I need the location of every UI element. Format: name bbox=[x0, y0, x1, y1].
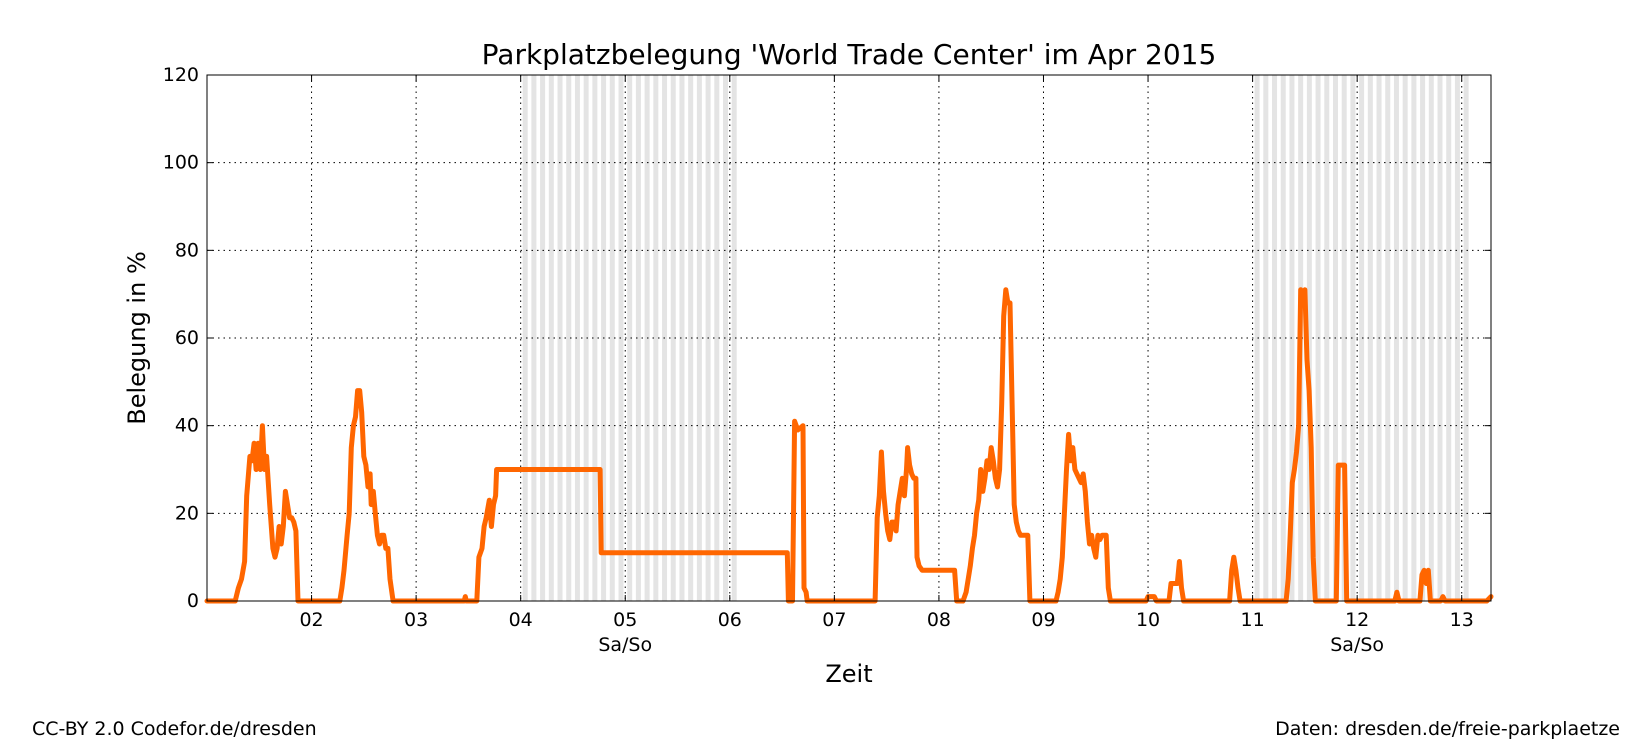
weekend-stripe bbox=[1280, 75, 1286, 601]
chart-title: Parkplatzbelegung 'World Trade Center' i… bbox=[482, 38, 1217, 71]
axis-ticks: 0 20 40 60 80 100 120 02 03 04 05 06 07 08 09 10 11 12 13 S… bbox=[163, 64, 1491, 656]
y-tick-label: 0 bbox=[187, 590, 199, 612]
weekend-stripe bbox=[1454, 75, 1460, 601]
x-tick-label: 04 bbox=[509, 609, 533, 631]
y-tick-label: 80 bbox=[175, 239, 199, 261]
y-tick-label: 100 bbox=[163, 152, 199, 174]
weekend-label: Sa/So bbox=[598, 634, 652, 656]
weekend-stripe bbox=[574, 75, 580, 601]
weekend-stripe bbox=[583, 75, 589, 601]
weekend-stripe bbox=[1306, 75, 1312, 601]
weekend-stripe bbox=[1324, 75, 1330, 601]
x-tick-label: 02 bbox=[299, 609, 323, 631]
weekend-stripe bbox=[1254, 75, 1260, 601]
weekend-stripe bbox=[531, 75, 537, 601]
weekend-stripe bbox=[609, 75, 615, 601]
weekend-stripe bbox=[627, 75, 633, 601]
x-tick-label: 03 bbox=[404, 609, 428, 631]
weekend-stripe bbox=[1428, 75, 1434, 601]
weekend-stripe bbox=[566, 75, 572, 601]
x-tick-label: 13 bbox=[1450, 609, 1474, 631]
x-tick-label: 07 bbox=[822, 609, 846, 631]
weekend-stripe bbox=[714, 75, 720, 601]
weekend-stripe bbox=[1367, 75, 1373, 601]
y-tick-label: 40 bbox=[175, 415, 199, 437]
y-tick-label: 60 bbox=[175, 327, 199, 349]
license-note: CC-BY 2.0 Codefor.de/dresden bbox=[32, 718, 317, 740]
weekend-stripe bbox=[548, 75, 554, 601]
data-source-note: Daten: dresden.de/freie-parkplaetze bbox=[1275, 718, 1620, 740]
y-tick-label: 20 bbox=[175, 502, 199, 524]
x-tick-label: 05 bbox=[613, 609, 637, 631]
weekend-stripe bbox=[592, 75, 598, 601]
weekend-stripe bbox=[1402, 75, 1408, 601]
y-tick-label: 120 bbox=[163, 64, 199, 86]
weekend-stripe bbox=[696, 75, 702, 601]
weekend-stripe bbox=[1385, 75, 1391, 601]
y-axis-label: Belegung in % bbox=[123, 251, 151, 425]
weekend-stripe bbox=[1359, 75, 1365, 601]
x-tick-label: 11 bbox=[1241, 609, 1265, 631]
weekend-stripe bbox=[635, 75, 641, 601]
weekend-stripe bbox=[1446, 75, 1452, 601]
weekend-stripe bbox=[1463, 75, 1469, 601]
weekend-stripe bbox=[1350, 75, 1356, 601]
x-axis-label: Zeit bbox=[825, 660, 872, 688]
x-tick-label: 06 bbox=[718, 609, 742, 631]
weekend-stripe bbox=[1341, 75, 1347, 601]
weekend-stripe bbox=[1263, 75, 1269, 601]
weekend-stripe bbox=[723, 75, 729, 601]
x-tick-label: 10 bbox=[1136, 609, 1160, 631]
weekend-stripe bbox=[522, 75, 528, 601]
x-tick-label: 08 bbox=[927, 609, 951, 631]
weekend-stripe bbox=[679, 75, 685, 601]
weekend-stripe bbox=[731, 75, 737, 601]
x-tick-label: 12 bbox=[1345, 609, 1369, 631]
weekend-stripe bbox=[688, 75, 694, 601]
x-tick-label: 09 bbox=[1031, 609, 1055, 631]
weekend-stripe bbox=[1411, 75, 1417, 601]
weekend-stripe bbox=[653, 75, 659, 601]
weekend-label: Sa/So bbox=[1330, 634, 1384, 656]
weekend-stripe bbox=[670, 75, 676, 601]
